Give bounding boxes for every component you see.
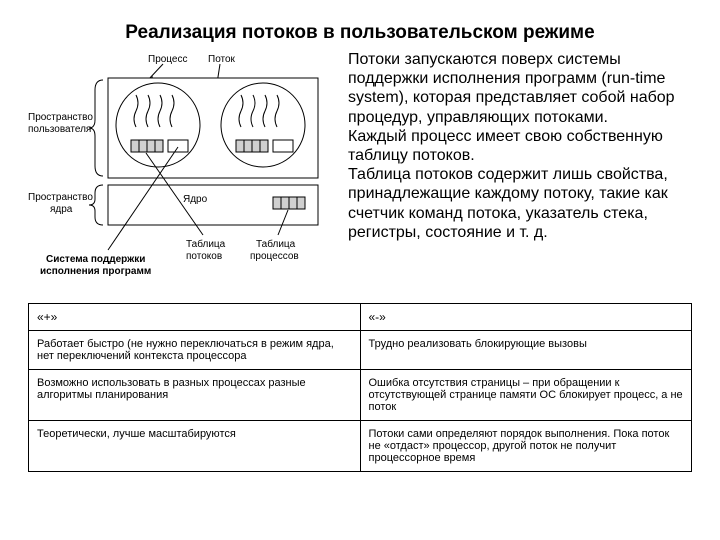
pros-cons-table: «+» «-» Работает быстро (не нужно перекл… [28, 303, 692, 472]
label-kernel-space-1: Пространство [28, 192, 93, 203]
diagram: Процесс Поток [28, 50, 338, 295]
table-row: Потоки сами определяют порядок выполнени… [360, 421, 692, 472]
label-process: Процесс [148, 54, 188, 65]
label-process-table-1: Таблица [256, 238, 296, 250]
label-runtime-2: исполнения программ [40, 266, 151, 277]
slide-title: Реализация потоков в пользовательском ре… [28, 22, 692, 44]
label-thread-table-1: Таблица [186, 238, 226, 250]
table-row: Ошибка отсутствия страницы – при обращен… [360, 370, 692, 421]
label-user-space-2: пользователя [28, 124, 91, 135]
paragraph-3: Таблица потоков содержит лишь свойства, … [348, 165, 692, 242]
label-process-table-2: процессов [250, 251, 299, 262]
table-row: Трудно реализовать блокирующие вызовы [360, 331, 692, 370]
label-thread: Поток [208, 54, 236, 65]
label-kernel: Ядро [183, 194, 208, 205]
table-row: Работает быстро (не нужно переключаться … [29, 331, 361, 370]
table-row: Теоретически, лучше масштабируются [29, 421, 361, 472]
label-user-space-1: Пространство [28, 112, 93, 123]
header-plus: «+» [29, 304, 361, 331]
paragraph-2: Каждый процесс имеет свою собственную та… [348, 127, 692, 165]
table-row: Возможно использовать в разных процессах… [29, 370, 361, 421]
label-runtime-1: Система поддержки [46, 254, 145, 265]
label-kernel-space-2: ядра [50, 204, 73, 215]
header-minus: «-» [360, 304, 692, 331]
paragraph-1: Потоки запускаются поверх системы поддер… [348, 50, 692, 127]
label-thread-table-2: потоков [186, 251, 222, 262]
